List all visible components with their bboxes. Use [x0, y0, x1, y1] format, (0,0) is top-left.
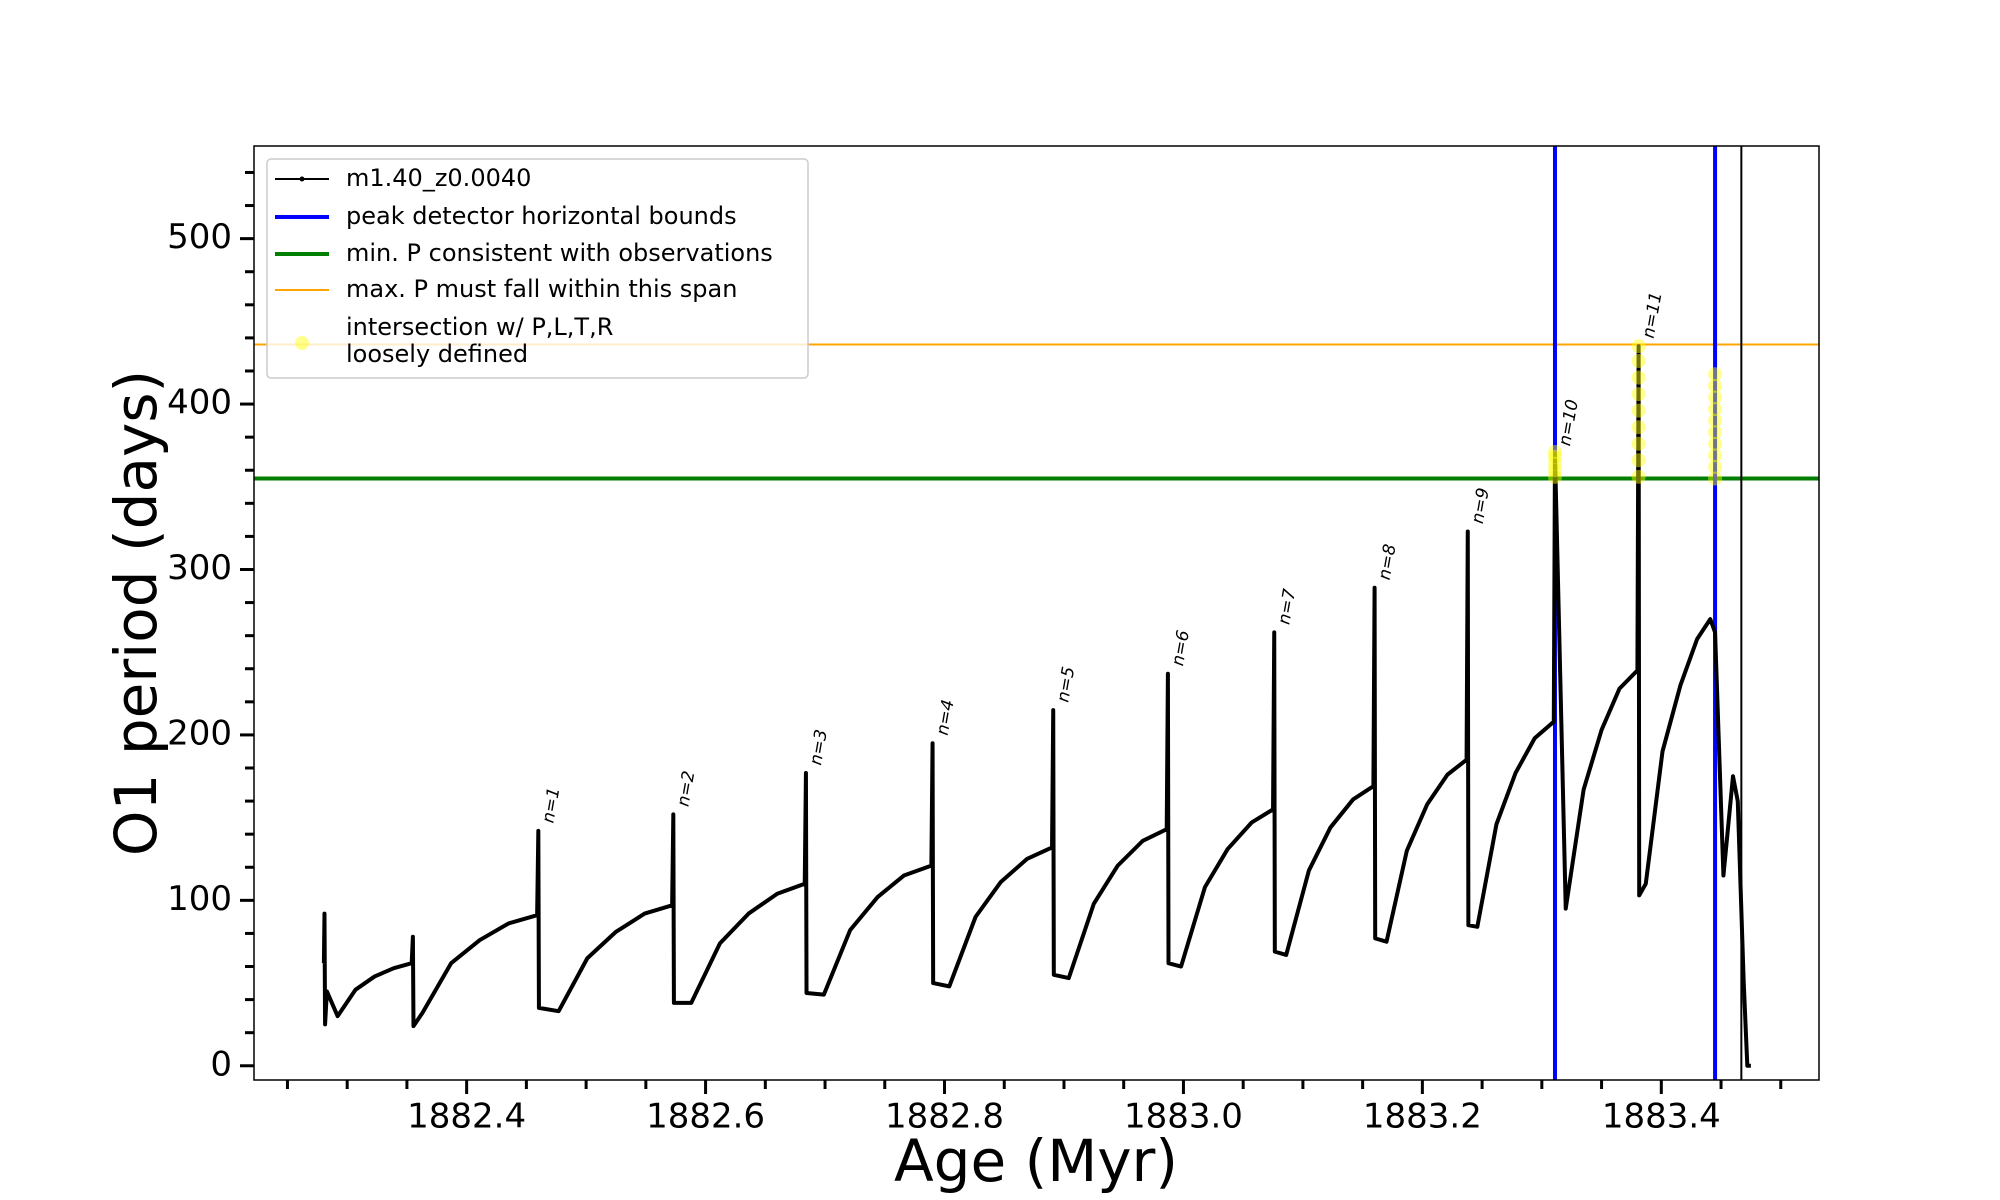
annotation: n=8	[1375, 542, 1401, 581]
scatter-point	[1708, 413, 1723, 428]
annotation: n=11	[1639, 290, 1667, 339]
y-tick-label: 500	[167, 217, 232, 257]
annotation: n=7	[1274, 587, 1300, 626]
scatter-point	[1631, 339, 1646, 354]
legend-swatch	[295, 336, 309, 350]
legend-label: m1.40_z0.0040	[346, 164, 531, 192]
scatter-point	[1708, 390, 1723, 405]
scatter-point	[1547, 463, 1562, 478]
annotation: n=3	[806, 728, 832, 767]
scatter-point	[1708, 448, 1723, 463]
annotation: n=2	[673, 769, 699, 808]
legend-label: loosely defined	[346, 340, 528, 368]
x-tick-label: 1882.6	[646, 1097, 765, 1137]
scatter-point	[1708, 367, 1723, 382]
scatter-point	[1708, 402, 1723, 417]
annotation: n=9	[1468, 486, 1494, 525]
x-axis-label: Age (Myr)	[894, 1127, 1178, 1195]
annotation: n=6	[1168, 629, 1194, 668]
x-tick-label: 1883.4	[1602, 1097, 1721, 1137]
scatter-point	[1631, 420, 1646, 435]
y-tick-label: 0	[210, 1044, 232, 1084]
scatter-point	[1547, 445, 1562, 460]
legend-label: max. P must fall within this span	[346, 275, 737, 303]
scatter-point	[1708, 425, 1723, 440]
scatter-point	[1631, 453, 1646, 468]
plot-frame	[253, 145, 1820, 1081]
legend-label: peak detector horizontal bounds	[346, 202, 737, 230]
x-tick-label: 1883.0	[1124, 1097, 1243, 1137]
scatter-point	[1631, 354, 1646, 369]
scatter-point	[1631, 436, 1646, 451]
y-tick-label: 200	[167, 713, 232, 753]
x-tick-label: 1883.2	[1363, 1097, 1482, 1137]
legend-label: min. P consistent with observations	[346, 239, 773, 267]
scatter-point	[1631, 370, 1646, 385]
scatter-point	[1708, 436, 1723, 451]
y-tick-label: 100	[167, 879, 232, 919]
series-line	[321, 344, 1751, 1068]
annotation: n=10	[1555, 398, 1583, 447]
legend-swatch-dot	[299, 176, 305, 182]
annotation: n=1	[538, 786, 564, 825]
x-tick-label: 1882.4	[407, 1097, 526, 1137]
legend-label: intersection w/ P,L,T,R	[346, 313, 613, 341]
y-tick-label: 300	[167, 548, 232, 588]
scatter-point	[1631, 403, 1646, 418]
legend-box	[266, 158, 809, 379]
scatter-point	[1708, 471, 1723, 486]
annotation: n=5	[1053, 665, 1079, 704]
scatter-point	[1631, 469, 1646, 484]
scatter-point	[1708, 459, 1723, 474]
scatter-point	[1708, 378, 1723, 393]
y-tick-label: 400	[167, 383, 232, 423]
x-tick-label: 1882.8	[885, 1097, 1004, 1137]
scatter-point	[1547, 456, 1562, 471]
scatter-point	[1547, 450, 1562, 465]
y-axis-label: O1 period (days)	[102, 370, 170, 856]
scatter-point	[1547, 469, 1562, 484]
annotation: n=4	[933, 698, 959, 737]
scatter-point	[1631, 387, 1646, 402]
